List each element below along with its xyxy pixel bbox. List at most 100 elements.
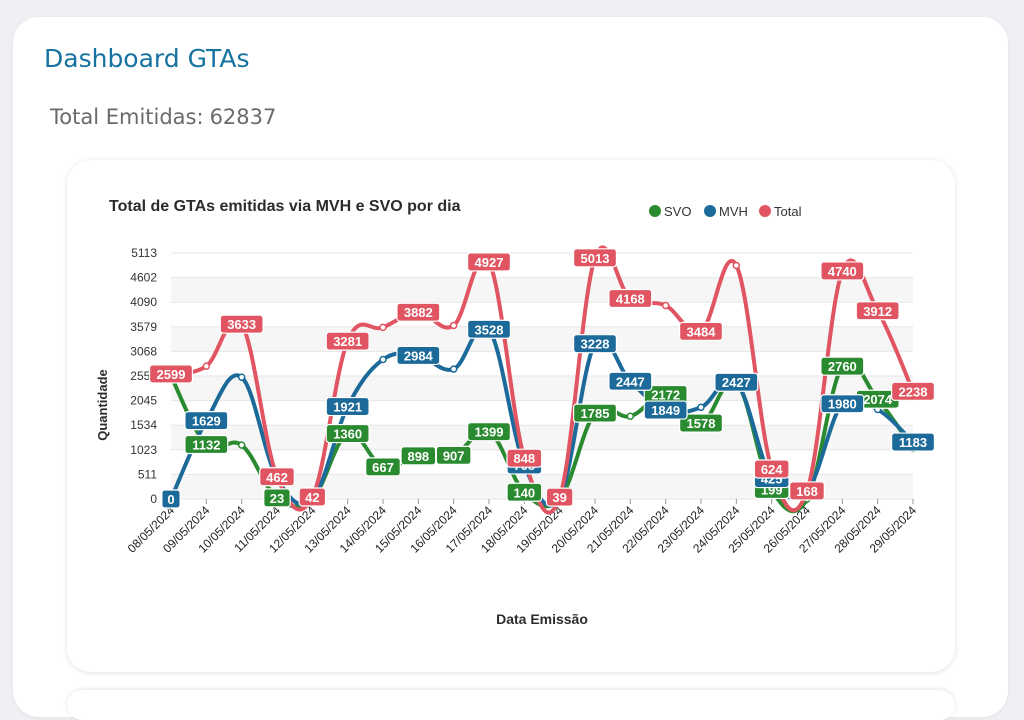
data-label-total: 4927 xyxy=(467,252,512,272)
data-point-mvh[interactable] xyxy=(237,373,246,382)
legend-item-svo[interactable]: SVO xyxy=(649,204,691,219)
data-label-box xyxy=(263,488,291,508)
data-point-total[interactable] xyxy=(449,321,458,330)
data-label-text: 1183 xyxy=(899,435,927,450)
data-label-mvh: 0 xyxy=(161,489,181,509)
data-label-box xyxy=(573,334,618,354)
data-label-mvh: 1849 xyxy=(643,400,688,420)
data-label-total: 3912 xyxy=(855,301,900,321)
legend-label: SVO xyxy=(664,204,691,219)
chart-legend: SVO MVH Total xyxy=(649,204,802,219)
chart-title: Total de GTAs emitidas via MVH e SVO por… xyxy=(109,198,461,215)
data-label-svo: 1785 xyxy=(573,403,618,423)
data-label-box xyxy=(608,371,653,391)
data-label-text: 0 xyxy=(167,492,174,507)
data-labels: 1132 23 1360 667 898 907 1399 140 1785 2172 1578 19… xyxy=(148,248,935,509)
data-label-text: 3484 xyxy=(687,324,717,339)
chart-card: 0 511 1023 1534 2045 2556 3068 3579 4090 4602 5113… xyxy=(67,160,955,672)
data-label-text: 3281 xyxy=(333,334,362,349)
data-label-box xyxy=(820,261,865,281)
data-label-text: 5013 xyxy=(581,251,610,266)
legend-marker xyxy=(759,205,771,217)
data-label-text: 2984 xyxy=(404,348,434,363)
data-label-total: 3882 xyxy=(396,302,441,322)
data-label-svo: 2074 xyxy=(855,389,900,409)
data-label-box xyxy=(298,487,327,507)
data-label-svo: 1399 xyxy=(467,422,512,442)
data-label-text: 3882 xyxy=(404,305,433,320)
y-axis-title: Quantidade xyxy=(95,369,110,441)
data-label-text: 2447 xyxy=(616,374,645,389)
data-label-box xyxy=(184,411,229,431)
grid-band xyxy=(171,326,913,352)
data-label-box xyxy=(714,372,759,392)
data-label-text: 39 xyxy=(552,490,566,505)
data-label-box xyxy=(855,301,900,321)
legend-label: Total xyxy=(774,204,802,219)
data-label-mvh: 1629 xyxy=(184,411,229,431)
data-label-svo: 1578 xyxy=(678,413,723,433)
data-label-total: 4740 xyxy=(820,261,865,281)
data-label-box xyxy=(219,314,264,334)
data-label-total: 3484 xyxy=(678,321,723,341)
data-label-total: 2238 xyxy=(890,381,935,401)
data-label-total: 4168 xyxy=(608,288,653,309)
data-label-text: 42 xyxy=(305,490,319,505)
data-point-mvh[interactable] xyxy=(379,355,387,364)
total-emitted: Total Emitidas: 62837 xyxy=(44,105,276,129)
data-label-box xyxy=(789,481,825,501)
data-label-total: 42 xyxy=(298,487,327,507)
secondary-card xyxy=(67,690,955,720)
data-label-box xyxy=(400,446,437,466)
legend-item-mvh[interactable]: MVH xyxy=(704,204,748,219)
data-label-total: 5013 xyxy=(573,248,618,268)
data-label-text: 2760 xyxy=(828,359,857,374)
data-point-svo[interactable] xyxy=(237,441,246,449)
data-point-mvh[interactable] xyxy=(697,403,705,412)
data-label-text: 907 xyxy=(443,448,465,463)
data-label-svo: 898 xyxy=(400,446,437,466)
data-label-box xyxy=(678,321,723,341)
data-label-svo: 907 xyxy=(435,445,472,465)
data-label-svo: 1360 xyxy=(325,423,370,444)
data-label-box xyxy=(545,487,574,507)
data-label-svo: 1132 xyxy=(184,434,229,455)
data-point-total[interactable] xyxy=(732,261,741,270)
y-tick-label: 3068 xyxy=(130,344,157,358)
data-label-mvh: 3228 xyxy=(573,334,618,354)
data-label-text: 1785 xyxy=(581,406,610,421)
data-point-total[interactable] xyxy=(661,301,670,310)
data-label-box xyxy=(753,459,790,479)
data-label-mvh: 1921 xyxy=(325,396,370,417)
data-label-box xyxy=(643,400,688,420)
data-label-box xyxy=(506,482,543,502)
data-label-text: 1132 xyxy=(192,438,220,453)
data-label-text: 2172 xyxy=(651,387,680,402)
data-label-box xyxy=(184,434,229,455)
data-label-box xyxy=(573,403,618,423)
data-label-box xyxy=(325,423,370,444)
y-tick-label: 2045 xyxy=(130,394,157,408)
total-label: Total Emitidas: xyxy=(50,105,204,129)
data-point-mvh[interactable] xyxy=(449,365,458,373)
data-label-text: 1578 xyxy=(687,416,716,431)
y-tick-label: 1534 xyxy=(130,418,157,432)
y-tick-label: 511 xyxy=(138,467,157,481)
data-label-box xyxy=(435,445,472,465)
data-label-box xyxy=(365,457,401,477)
data-point-total[interactable] xyxy=(379,323,387,332)
data-label-mvh: 2447 xyxy=(608,371,653,391)
data-label-box xyxy=(259,467,295,487)
data-label-text: 2238 xyxy=(899,384,928,399)
grid-band xyxy=(171,277,913,303)
data-label-total: 848 xyxy=(506,448,543,468)
data-label-text: 2599 xyxy=(157,367,186,382)
data-label-svo: 23 xyxy=(263,488,291,508)
data-label-text: 4927 xyxy=(475,255,504,270)
data-point-total[interactable] xyxy=(202,362,211,370)
legend-item-total[interactable]: Total xyxy=(759,204,802,219)
data-label-box xyxy=(325,396,370,417)
data-point-svo[interactable] xyxy=(626,412,635,420)
data-label-box xyxy=(467,252,512,272)
